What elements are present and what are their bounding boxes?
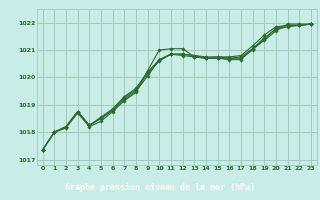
Text: Graphe pression niveau de la mer (hPa): Graphe pression niveau de la mer (hPa) [65,182,255,192]
